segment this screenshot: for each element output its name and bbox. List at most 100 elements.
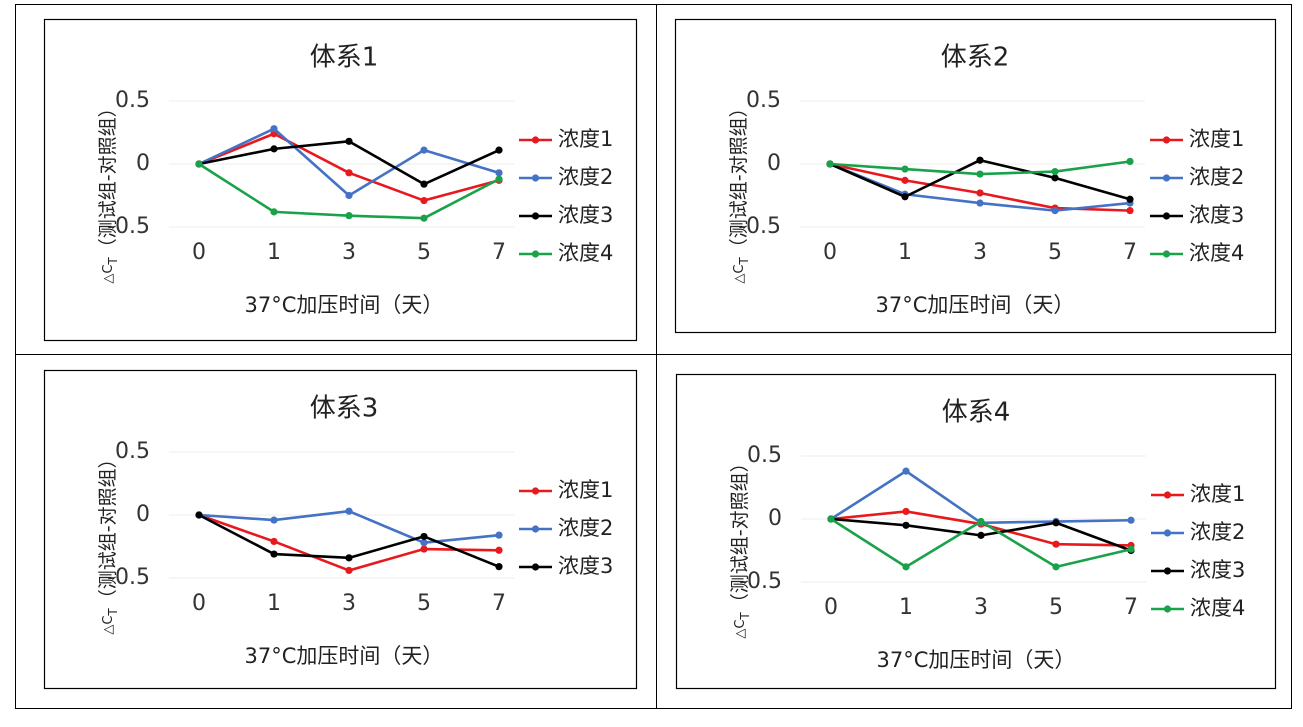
data-point bbox=[270, 208, 278, 216]
data-point bbox=[195, 160, 203, 168]
data-point bbox=[1126, 157, 1134, 166]
data-point bbox=[345, 554, 353, 562]
y-axis-label-subscript: T bbox=[106, 608, 120, 617]
y-tick-label: 0.5 bbox=[747, 443, 782, 468]
data-point bbox=[345, 507, 353, 515]
data-point bbox=[902, 521, 910, 529]
data-point bbox=[420, 196, 428, 205]
legend-marker bbox=[1163, 605, 1172, 613]
data-point bbox=[976, 170, 984, 178]
y-tick-label: 0 bbox=[767, 151, 781, 176]
y-axis-label: △CT（测试组-对照组） bbox=[97, 98, 120, 283]
data-point bbox=[495, 169, 503, 177]
data-point bbox=[1051, 207, 1059, 215]
y-axis-label-subscript: T bbox=[738, 612, 752, 621]
chart-title: 体系2 bbox=[941, 43, 1010, 73]
data-point bbox=[901, 165, 909, 173]
legend-label: 浓度2 bbox=[1190, 520, 1245, 544]
y-tick-label: -0.5 bbox=[739, 569, 782, 594]
chart-title: 体系3 bbox=[310, 394, 379, 424]
y-axis-label-subscript: T bbox=[106, 257, 120, 266]
data-point bbox=[1126, 207, 1134, 215]
chart-panel-3: 体系3 0.5 0 -0.5 0 1 3 5 7 37°C加压时间（天） △CT（测试组-对照组） 浓… bbox=[43, 369, 638, 690]
data-point bbox=[827, 515, 835, 523]
legend-label: 浓度1 bbox=[1189, 127, 1244, 151]
x-tick-label: 5 bbox=[1048, 240, 1062, 265]
legend-label: 浓度1 bbox=[558, 127, 613, 151]
x-tick-label: 7 bbox=[492, 591, 506, 616]
y-tick-label: -0.5 bbox=[738, 214, 781, 239]
y-tick-label: -0.5 bbox=[107, 214, 150, 239]
legend-marker bbox=[531, 174, 540, 182]
legend-label: 浓度2 bbox=[558, 165, 613, 189]
chart-panel-2: 体系2 0.5 0 -0.5 0 1 3 5 7 37°C加压时间（天） △CT（测试组-对照组） 浓… bbox=[674, 18, 1277, 334]
data-point bbox=[345, 212, 353, 220]
legend-marker bbox=[1162, 212, 1171, 220]
x-axis-label: 37°C加压时间（天） bbox=[245, 293, 444, 317]
y-axis-label-subscript: T bbox=[737, 257, 751, 266]
x-tick-label: 3 bbox=[973, 240, 987, 265]
data-point bbox=[1052, 563, 1060, 571]
y-axis-label-prefix: △C bbox=[732, 265, 747, 284]
data-point bbox=[270, 516, 278, 524]
data-point bbox=[1052, 540, 1060, 548]
y-axis-label-prefix: △C bbox=[101, 265, 116, 284]
data-point bbox=[977, 531, 985, 539]
chart-panel-4: 体系4 0.5 0 -0.5 0 1 3 5 7 37°C加压时间（天） △CT（测试组-对照组） 浓… bbox=[675, 373, 1277, 690]
legend-marker bbox=[1163, 529, 1172, 537]
legend-marker bbox=[531, 250, 540, 258]
x-tick-label: 1 bbox=[267, 591, 281, 616]
data-point bbox=[902, 507, 910, 516]
data-point bbox=[902, 467, 910, 475]
data-point bbox=[902, 563, 910, 571]
data-point bbox=[495, 175, 503, 183]
table-border bbox=[15, 4, 1292, 709]
data-point bbox=[977, 517, 985, 526]
data-point bbox=[976, 189, 984, 197]
legend-marker bbox=[531, 563, 540, 571]
legend-marker bbox=[531, 212, 540, 220]
legend-marker bbox=[531, 136, 540, 144]
data-point bbox=[420, 532, 428, 541]
y-axis-label: △CT（测试组-对照组） bbox=[97, 449, 120, 634]
data-point bbox=[420, 214, 428, 222]
y-axis-label: △CT（测试组-对照组） bbox=[728, 98, 751, 283]
legend-marker bbox=[1162, 136, 1171, 144]
data-point bbox=[1127, 545, 1135, 553]
legend-label: 浓度3 bbox=[558, 203, 613, 227]
y-axis-label-text: （测试组-对照组） bbox=[728, 98, 750, 257]
data-point bbox=[345, 191, 353, 200]
data-point bbox=[270, 125, 278, 133]
y-tick-label: 0 bbox=[136, 151, 150, 176]
x-tick-label: 5 bbox=[417, 591, 431, 616]
legend-label: 浓度1 bbox=[1190, 482, 1245, 506]
legend-label: 浓度3 bbox=[1189, 203, 1244, 227]
legend-marker bbox=[1162, 174, 1171, 182]
data-point bbox=[1127, 516, 1135, 524]
x-tick-label: 1 bbox=[899, 595, 913, 620]
data-point bbox=[420, 180, 428, 188]
x-tick-label: 5 bbox=[417, 240, 431, 265]
data-point bbox=[1052, 519, 1060, 527]
chart-frame bbox=[674, 18, 1277, 334]
x-tick-label: 7 bbox=[1123, 240, 1137, 265]
x-tick-label: 0 bbox=[824, 595, 838, 620]
data-point bbox=[495, 146, 503, 154]
legend-label: 浓度3 bbox=[558, 554, 613, 578]
legend-label: 浓度4 bbox=[558, 241, 613, 265]
x-tick-label: 5 bbox=[1049, 595, 1063, 620]
chart-title: 体系1 bbox=[310, 43, 379, 73]
y-tick-label: 0.5 bbox=[115, 439, 150, 464]
x-tick-label: 3 bbox=[342, 240, 356, 265]
data-point bbox=[420, 545, 428, 553]
x-axis-label: 37°C加压时间（天） bbox=[876, 293, 1075, 317]
data-point bbox=[270, 537, 278, 546]
legend-label: 浓度4 bbox=[1189, 241, 1244, 265]
y-axis-label-prefix: △C bbox=[733, 620, 748, 639]
y-axis-label-text: （测试组-对照组） bbox=[729, 453, 751, 612]
y-tick-label: 0 bbox=[136, 502, 150, 527]
x-axis-label: 37°C加压时间（天） bbox=[245, 644, 444, 668]
data-point bbox=[901, 176, 909, 184]
data-point bbox=[270, 145, 278, 153]
